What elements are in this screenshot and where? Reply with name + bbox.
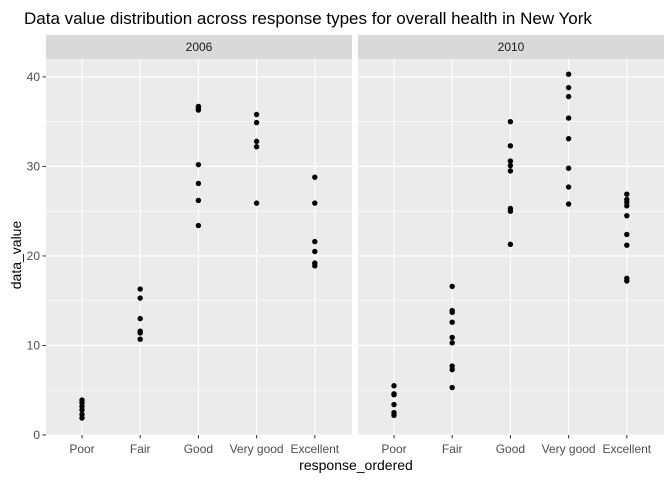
data-point-fair	[449, 384, 455, 391]
x-axis-title: response_ordered	[299, 457, 413, 473]
data-point-very-good	[565, 93, 572, 100]
data-point-very-good	[253, 144, 260, 150]
data-point-good	[195, 197, 202, 204]
data-point-excellent	[624, 196, 630, 203]
data-point-excellent	[624, 242, 630, 248]
data-point-poor	[391, 409, 397, 416]
data-point-fair	[137, 315, 143, 322]
facet-strip	[358, 35, 664, 59]
y-axis: 0 10 20 30 40	[27, 70, 46, 442]
data-point-very-good	[253, 200, 260, 206]
data-point-poor	[79, 397, 85, 403]
data-point-poor	[79, 411, 85, 418]
data-point-fair	[137, 295, 143, 301]
y-tick-label: 40	[27, 70, 41, 84]
data-point-good	[195, 161, 202, 168]
x-tick-label-excellent: Excellent	[602, 442, 651, 456]
data-point-excellent	[624, 191, 630, 197]
x-tick-label-good: Good	[496, 442, 525, 456]
data-point-fair	[449, 283, 455, 290]
data-point-good	[195, 103, 202, 110]
facet-panel-2006: 2006 Poor Fair Good Very good Excellent	[46, 35, 352, 456]
data-point-poor	[391, 401, 397, 408]
data-point-good	[507, 168, 514, 174]
data-point-excellent	[624, 231, 630, 238]
data-point-fair	[137, 286, 143, 292]
data-point-very-good	[565, 165, 572, 171]
x-tick-label-fair: Fair	[442, 442, 463, 456]
data-point-very-good	[565, 201, 572, 207]
x-tick-label-good: Good	[184, 442, 213, 456]
data-point-fair	[449, 340, 455, 346]
data-point-good	[507, 241, 514, 248]
data-point-very-good	[565, 84, 572, 91]
data-point-very-good	[253, 111, 260, 118]
data-point-good	[195, 222, 202, 229]
x-tick-label-poor: Poor	[381, 442, 406, 456]
data-point-fair	[137, 336, 143, 342]
data-point-excellent	[312, 238, 318, 245]
facet-strip	[46, 35, 352, 59]
data-point-very-good	[253, 119, 260, 126]
data-point-excellent	[312, 174, 318, 180]
x-tick-label-poor: Poor	[69, 442, 94, 456]
y-tick-label: 20	[27, 249, 41, 263]
y-tick-label: 0	[33, 428, 40, 442]
y-axis-title: data_value	[8, 221, 24, 290]
data-point-very-good	[565, 135, 572, 142]
data-point-excellent	[312, 248, 318, 255]
data-point-very-good	[565, 184, 572, 190]
data-point-excellent	[312, 260, 318, 266]
data-point-good	[195, 180, 202, 187]
data-point-excellent	[624, 275, 630, 282]
data-point-fair	[449, 334, 455, 341]
data-point-very-good	[565, 71, 572, 77]
data-point-excellent	[624, 212, 630, 219]
data-point-fair	[137, 328, 143, 334]
data-point-good	[507, 162, 514, 169]
data-point-poor	[391, 383, 397, 389]
facet-strip-label: 2006	[186, 40, 213, 54]
x-tick-label-very-good: Very good	[542, 442, 596, 456]
data-point-poor	[391, 391, 397, 397]
facet-panel-2010: 2010 Poor Fair Good Very good Excellent	[358, 35, 664, 456]
data-point-excellent	[312, 200, 318, 206]
facet-strip-label: 2010	[498, 40, 525, 54]
x-tick-label-excellent: Excellent	[290, 442, 339, 456]
data-point-good	[507, 118, 514, 125]
data-point-very-good	[253, 138, 260, 145]
data-point-good	[507, 143, 514, 149]
y-tick-label: 10	[27, 338, 41, 352]
x-tick-label-fair: Fair	[130, 442, 151, 456]
chart-title: Data value distribution across response …	[24, 9, 592, 28]
x-tick-label-very-good: Very good	[230, 442, 284, 456]
panel-background	[358, 59, 664, 435]
data-point-very-good	[565, 115, 572, 121]
data-point-good	[507, 205, 514, 212]
data-point-fair	[449, 307, 455, 314]
data-point-good	[507, 158, 514, 164]
data-point-fair	[449, 363, 455, 369]
y-tick-label: 30	[27, 159, 41, 173]
data-point-fair	[449, 319, 455, 325]
panel-background	[46, 59, 352, 435]
